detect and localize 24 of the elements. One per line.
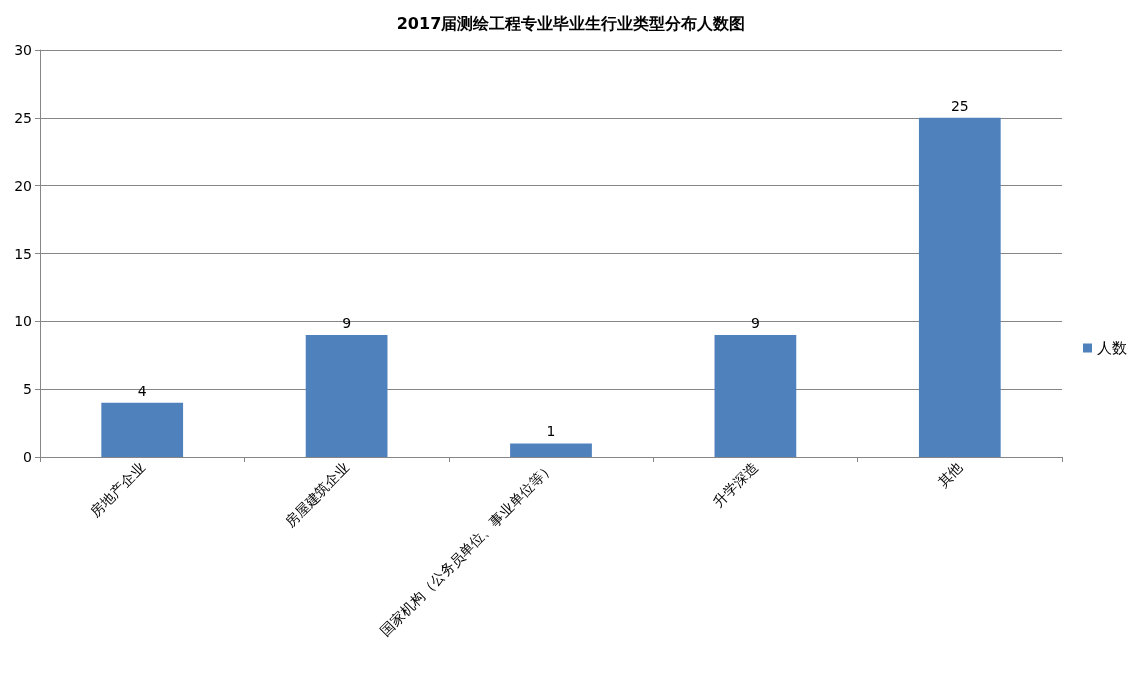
x-tick-label: 国家机构（公务员单位、事业单位等） <box>377 459 557 639</box>
bar <box>101 402 184 457</box>
data-label: 4 <box>137 382 147 399</box>
y-tick-label: 30 <box>14 42 32 58</box>
bar <box>510 443 592 457</box>
y-tick-label: 15 <box>14 245 32 262</box>
y-tick-label: 20 <box>14 177 32 194</box>
data-label: 25 <box>950 97 969 114</box>
bar <box>918 117 1001 457</box>
legend-label: 人数 <box>1097 339 1127 357</box>
bar <box>714 334 797 457</box>
x-tick-label: 房地产企业 <box>87 459 148 521</box>
chart-title: 2017届测绘工程专业毕业生行业类型分布人数图 <box>396 13 746 33</box>
y-tick-label: 25 <box>14 109 32 126</box>
x-tick-label: 房屋建筑企业 <box>281 459 353 531</box>
data-label: 9 <box>342 314 352 331</box>
y-tick-label: 0 <box>23 449 32 465</box>
y-tick-label: 5 <box>23 381 32 398</box>
data-label: 9 <box>750 314 760 331</box>
x-tick-label: 其他 <box>934 459 966 491</box>
y-tick-label: 10 <box>14 313 32 330</box>
x-tick-label: 升学深造 <box>710 459 762 511</box>
data-label: 1 <box>546 423 556 440</box>
bar <box>305 334 388 457</box>
